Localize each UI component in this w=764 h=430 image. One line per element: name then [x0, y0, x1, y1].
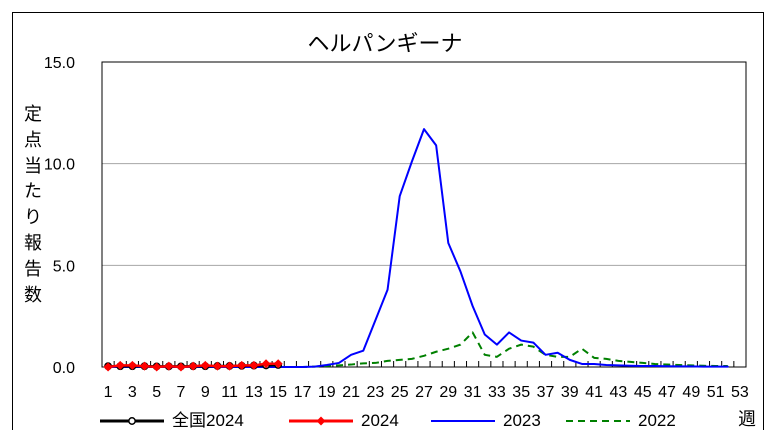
y-axis-label: 定点当たり報告数: [24, 104, 42, 305]
data-point-2024: [212, 361, 222, 371]
legend-marker-2024: [316, 416, 326, 426]
data-point-2024: [140, 361, 150, 371]
data-point-2024: [103, 362, 113, 372]
x-tick-label: 9: [201, 384, 210, 401]
legend-label: 全国2024: [172, 411, 244, 430]
data-point-2024: [152, 362, 162, 372]
data-point-2024: [273, 359, 283, 369]
legend-sample-2023: [431, 420, 495, 422]
x-tick-label: 53: [731, 384, 749, 401]
x-tick-label: 7: [177, 384, 186, 401]
series-2024: [103, 359, 283, 372]
x-tick-label: 11: [221, 384, 238, 401]
x-tick-label: 39: [561, 384, 579, 401]
y-tick-label: 0.0: [53, 360, 75, 377]
x-tick-label: 13: [245, 384, 263, 401]
data-point-2024: [200, 360, 210, 370]
x-tick-label: 15: [269, 384, 287, 401]
x-tick-label: 3: [128, 384, 137, 401]
data-point-2024: [249, 360, 259, 370]
legend-label: 2023: [503, 411, 541, 430]
legend-marker-national-2024: [128, 417, 136, 425]
data-point-2024: [261, 359, 271, 369]
series-line-2023: [107, 128, 729, 368]
x-tick-label: 17: [294, 384, 312, 401]
legend-item-2022: 2022: [565, 412, 676, 430]
legend-sample-2022: [566, 420, 630, 422]
x-tick-label: 37: [537, 384, 555, 401]
x-tick-label: 47: [658, 384, 676, 401]
x-tick-label: 35: [512, 384, 530, 401]
data-point-2024: [225, 361, 235, 371]
data-point-2024: [188, 361, 198, 371]
legend-item-2023: 2023: [430, 412, 541, 430]
x-tick-label: 33: [488, 384, 506, 401]
x-tick-label: 21: [342, 384, 360, 401]
chart-title: ヘルパンギーナ: [307, 31, 463, 56]
x-tick-label: 49: [682, 384, 700, 401]
legend-sample-2024: [289, 416, 353, 426]
data-point-2024: [127, 360, 137, 370]
y-tick-label: 10.0: [44, 157, 75, 174]
legend-label: 2024: [361, 411, 399, 430]
y-tick-label: 5.0: [53, 258, 75, 275]
data-point-2024: [164, 361, 174, 371]
x-tick-label: 29: [439, 384, 457, 401]
data-point-2024: [237, 360, 247, 370]
legend-item-2024: 2024: [288, 412, 399, 430]
data-point-2024: [176, 362, 186, 372]
x-tick-label: 23: [366, 384, 384, 401]
x-tick-label: 41: [585, 384, 603, 401]
series-2023: [107, 128, 729, 368]
x-tick-label: 43: [610, 384, 628, 401]
data-point-2024: [115, 360, 125, 370]
x-tick-label: 31: [464, 384, 482, 401]
x-tick-label: 25: [391, 384, 409, 401]
x-tick-label: 5: [152, 384, 161, 401]
legend-label: 2022: [638, 411, 676, 430]
x-tick-label: 1: [104, 384, 113, 401]
x-tick-label: 51: [707, 384, 725, 401]
x-tick-label: 19: [318, 384, 336, 401]
legend-sample-national-2024: [100, 417, 164, 425]
plot-border: [101, 61, 747, 368]
x-tick-label: 27: [415, 384, 433, 401]
x-axis-label: 週: [738, 409, 756, 429]
x-tick-label: 45: [634, 384, 652, 401]
y-tick-label: 15.0: [44, 55, 75, 72]
legend-item-national-2024: 全国2024: [99, 412, 244, 430]
